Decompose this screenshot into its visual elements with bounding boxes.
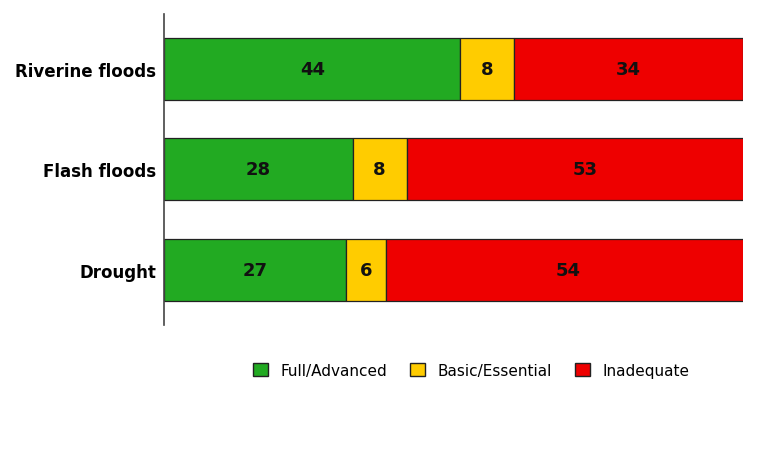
Text: 6: 6 bbox=[360, 261, 372, 279]
Legend: Full/Advanced, Basic/Essential, Inadequate: Full/Advanced, Basic/Essential, Inadequa… bbox=[245, 355, 697, 386]
Bar bbox=[346, 239, 387, 301]
Text: 28: 28 bbox=[246, 161, 271, 179]
Bar bbox=[164, 239, 346, 301]
Bar bbox=[164, 139, 352, 201]
Text: 8: 8 bbox=[481, 61, 493, 79]
Bar bbox=[387, 239, 750, 301]
Text: 34: 34 bbox=[616, 61, 641, 79]
Text: 44: 44 bbox=[300, 61, 325, 79]
Text: 27: 27 bbox=[243, 261, 268, 279]
Bar bbox=[406, 139, 758, 201]
Text: 53: 53 bbox=[572, 161, 597, 179]
Bar bbox=[460, 39, 514, 101]
Bar bbox=[164, 39, 460, 101]
Text: 8: 8 bbox=[374, 161, 386, 179]
Text: 54: 54 bbox=[556, 261, 581, 279]
Bar bbox=[514, 39, 743, 101]
Bar bbox=[352, 139, 406, 201]
